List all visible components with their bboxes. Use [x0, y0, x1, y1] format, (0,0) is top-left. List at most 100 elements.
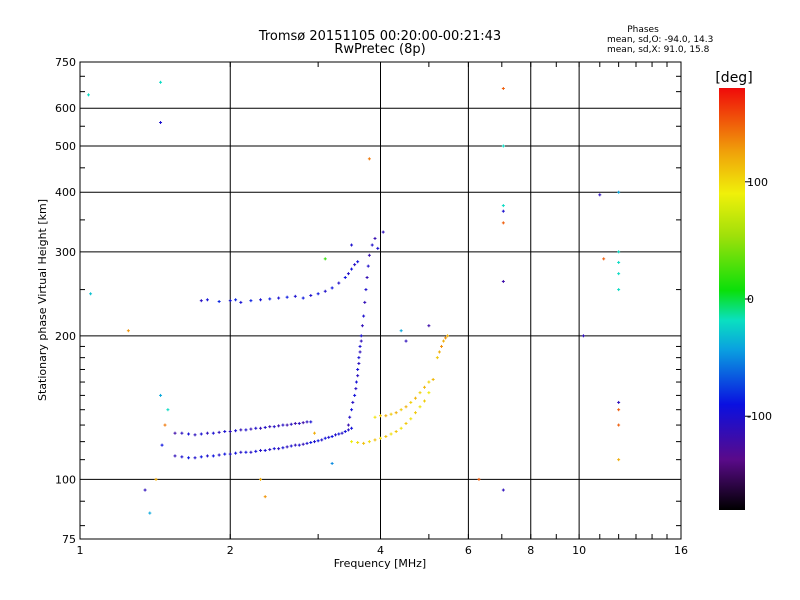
echo-point — [249, 450, 253, 454]
echo-point — [440, 344, 444, 348]
echo-point — [199, 299, 203, 303]
echo-point — [228, 299, 232, 303]
echo-point — [404, 421, 408, 425]
echo-point — [384, 414, 388, 418]
echo-point — [211, 431, 215, 435]
echo-point — [193, 433, 197, 437]
echo-point — [277, 296, 281, 300]
x-tick-label: 10 — [572, 544, 586, 557]
echo-point — [399, 329, 403, 333]
echo-point — [357, 356, 361, 360]
echo-points — [87, 80, 621, 515]
echo-point — [373, 438, 377, 442]
echo-point — [617, 272, 621, 276]
echo-point — [323, 257, 327, 261]
echo-point — [148, 511, 152, 515]
echo-point — [381, 230, 385, 234]
echo-point — [617, 400, 621, 404]
echo-point — [501, 488, 505, 492]
echo-point — [389, 432, 393, 436]
echo-point — [404, 405, 408, 409]
echo-point — [301, 421, 305, 425]
echo-point — [205, 431, 209, 435]
echo-point — [362, 441, 366, 445]
echo-point — [285, 295, 289, 299]
echo-point — [617, 423, 621, 427]
echo-point — [249, 427, 253, 431]
echo-point — [316, 439, 320, 443]
y-tick-label: 300 — [55, 246, 76, 259]
echo-point — [159, 121, 163, 125]
echo-point — [617, 190, 621, 194]
echo-point — [293, 294, 297, 298]
echo-point — [244, 450, 248, 454]
echo-point — [367, 253, 371, 257]
echo-point — [351, 400, 355, 404]
echo-point — [422, 399, 426, 403]
echo-point — [354, 387, 358, 391]
echo-point — [305, 420, 309, 424]
echo-point — [263, 448, 267, 452]
echo-point — [289, 422, 293, 426]
echo-point — [617, 288, 621, 292]
echo-point — [356, 260, 360, 264]
echo-point — [187, 456, 191, 460]
echo-point — [617, 458, 621, 462]
echo-point — [354, 380, 358, 384]
echo-point — [358, 350, 362, 354]
echo-point — [309, 420, 313, 424]
echo-point — [350, 440, 354, 444]
echo-point — [346, 423, 350, 427]
chart-subtitle: RwPretec (8p) — [334, 42, 425, 57]
echo-point — [370, 243, 374, 247]
echo-point — [340, 431, 344, 435]
stats-line-o: mean, sd,O: -94.0, 14.3 — [607, 35, 713, 45]
echo-point — [501, 204, 505, 208]
echo-point — [364, 288, 368, 292]
echo-point — [501, 144, 505, 148]
echo-point — [126, 329, 130, 333]
echo-point — [217, 453, 221, 457]
echo-point — [617, 408, 621, 412]
echo-point — [234, 451, 238, 455]
y-axis-label: Stationary phase Virtual Height [km] — [36, 199, 49, 401]
echo-point — [357, 361, 361, 365]
echo-point — [501, 279, 505, 283]
echo-point — [418, 405, 422, 409]
echo-point — [268, 425, 272, 429]
echo-point — [297, 443, 301, 447]
echo-point — [501, 209, 505, 213]
echo-point — [427, 391, 431, 395]
echo-point — [228, 452, 232, 456]
echo-point — [367, 157, 371, 161]
echo-point — [337, 432, 341, 436]
echo-point — [330, 461, 334, 465]
echo-point — [249, 299, 253, 303]
echo-point — [446, 334, 450, 338]
y-tick-label: 400 — [55, 186, 76, 199]
echo-point — [289, 444, 293, 448]
echo-point — [187, 432, 191, 436]
y-tick-label: 100 — [55, 473, 76, 486]
echo-point — [244, 428, 248, 432]
echo-point — [160, 443, 164, 447]
x-tick-label: 6 — [465, 544, 472, 557]
echo-point — [293, 443, 297, 447]
echo-point — [154, 477, 158, 481]
echo-point — [359, 334, 363, 338]
echo-point — [501, 221, 505, 225]
echo-point — [359, 339, 363, 343]
echo-point — [301, 442, 305, 446]
echo-point — [365, 276, 369, 280]
echo-point — [272, 447, 276, 451]
echo-point — [263, 425, 267, 429]
echo-point — [87, 93, 91, 97]
echo-point — [277, 424, 281, 428]
echo-point — [301, 296, 305, 300]
echo-point — [217, 430, 221, 434]
echo-point — [285, 423, 289, 427]
echo-point — [435, 356, 439, 360]
echo-point — [223, 430, 227, 434]
echo-point — [205, 454, 209, 458]
echo-point — [312, 431, 316, 435]
